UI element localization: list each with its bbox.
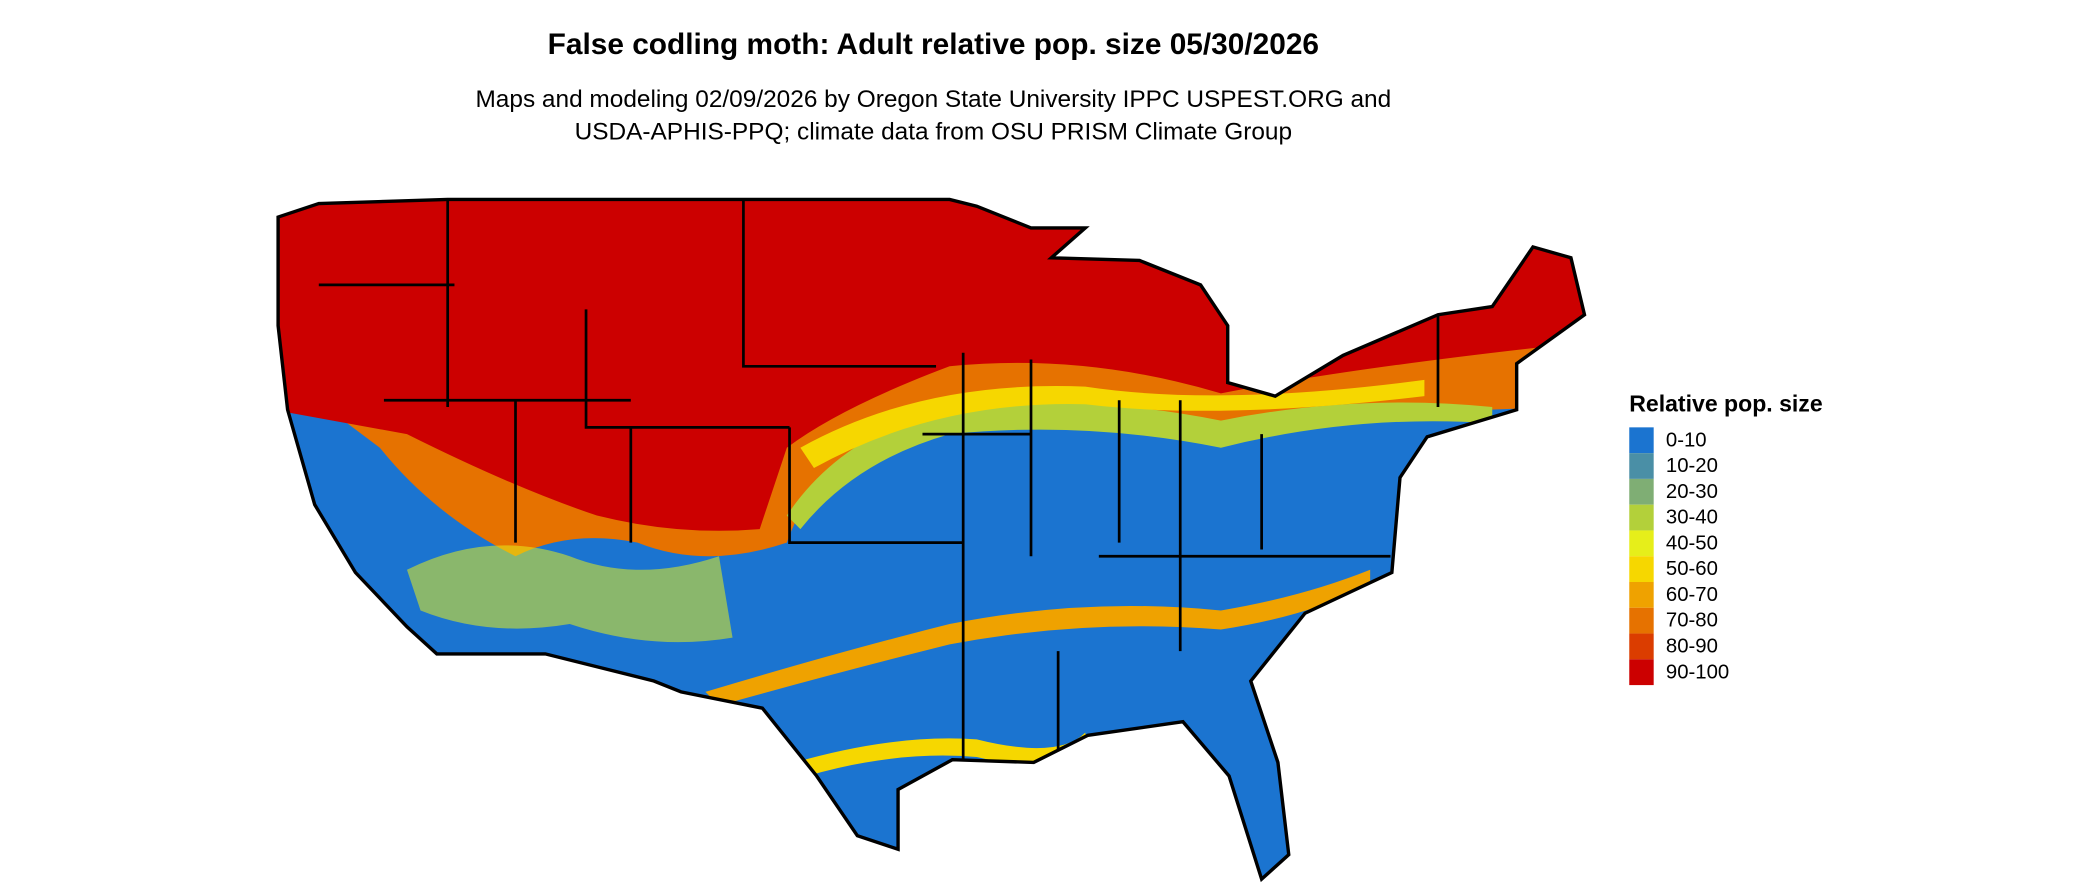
legend-label: 20-30 — [1666, 481, 1718, 503]
legend-swatch — [1629, 427, 1654, 454]
legend-label: 40-50 — [1666, 532, 1718, 554]
legend-label: 10-20 — [1666, 455, 1718, 477]
map-surface — [278, 199, 1585, 880]
legend-swatch — [1629, 530, 1654, 557]
legend-swatch — [1629, 659, 1654, 686]
legend-label: 30-40 — [1666, 507, 1718, 529]
legend-swatch — [1629, 453, 1654, 479]
subtitle-line: USDA-APHIS-PPQ; climate data from OSU PR… — [575, 118, 1292, 145]
legend-swatch — [1629, 633, 1654, 660]
legend-label: 70-80 — [1666, 610, 1718, 632]
legend-label: 90-100 — [1666, 661, 1729, 683]
legend-swatch — [1629, 478, 1654, 505]
state-lines — [318, 199, 1440, 760]
legend-label: 50-60 — [1666, 558, 1718, 580]
legend: 0-10 10-20 20-30 30-40 40-50 50-60 60-70 70-80 8… — [1629, 427, 1729, 686]
us-outline — [276, 197, 1587, 883]
legend-swatch — [1629, 581, 1654, 608]
subtitle-line: Maps and modeling 02/09/2026 by Oregon S… — [475, 86, 1391, 113]
legend-title: Relative pop. size — [1629, 391, 1823, 417]
legend-swatch — [1629, 556, 1654, 582]
legend-swatch — [1629, 504, 1654, 531]
legend-label: 0-10 — [1666, 429, 1707, 451]
map-title: False codling moth: Adult relative pop. … — [548, 28, 1319, 61]
legend-label: 80-90 — [1666, 635, 1718, 657]
legend-swatch — [1629, 607, 1654, 634]
legend-label: 60-70 — [1666, 584, 1718, 606]
